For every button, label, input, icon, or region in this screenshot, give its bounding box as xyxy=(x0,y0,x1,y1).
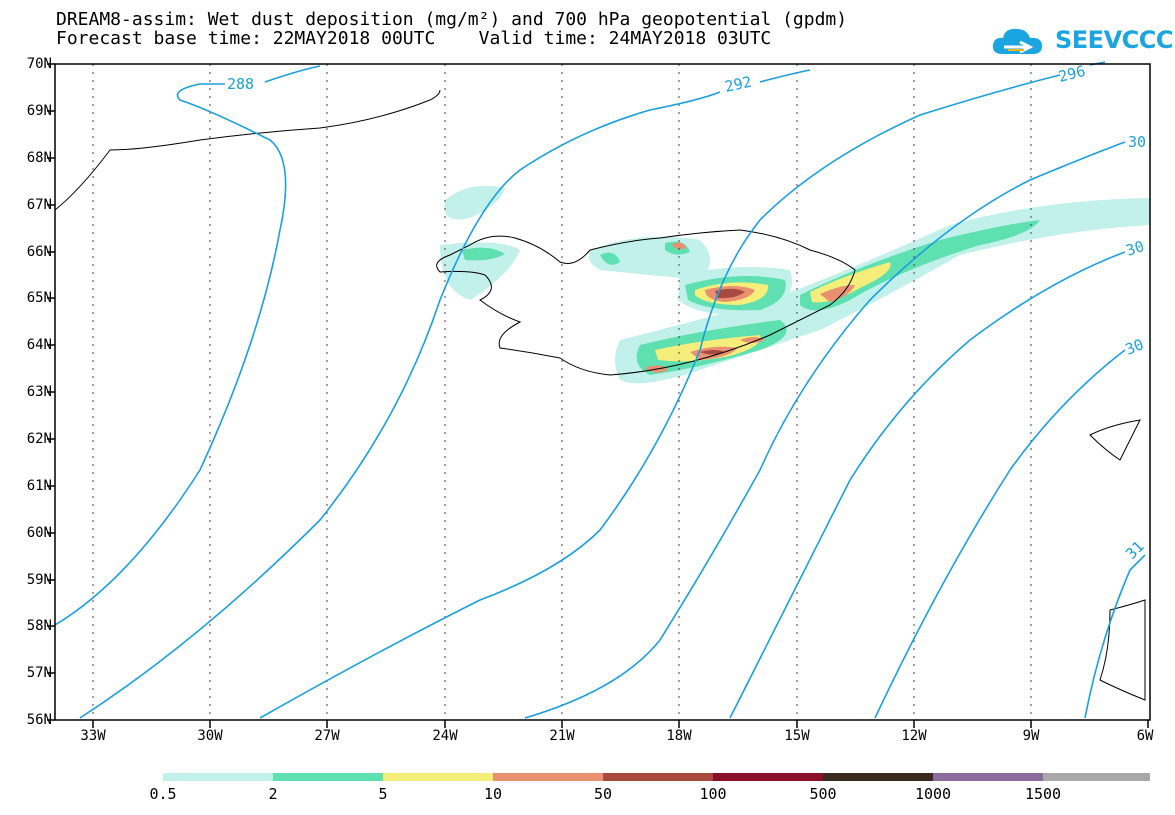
graticule xyxy=(92,64,1032,720)
colorbar-label: 1500 xyxy=(1024,785,1062,803)
contour-label-292: 292 xyxy=(723,73,753,96)
colorbar-segment xyxy=(823,773,933,781)
lat-label: 58N xyxy=(26,618,52,634)
colorbar-label: 5 xyxy=(378,785,388,803)
lat-label: 64N xyxy=(26,337,52,353)
lat-label: 56N xyxy=(26,712,52,728)
axis-ticks xyxy=(47,63,1149,728)
contour-label-30-c: 30 xyxy=(1123,335,1146,358)
lat-label: 70N xyxy=(26,56,52,72)
colorbar-segment xyxy=(603,773,713,781)
contour-label-30-b: 30 xyxy=(1124,237,1147,260)
lat-label: 65N xyxy=(26,290,52,306)
colorbar-segment xyxy=(273,773,383,781)
colorbar-segment xyxy=(383,773,493,781)
geopotential-contours xyxy=(54,61,1146,719)
contour-label-296: 296 xyxy=(1057,62,1088,86)
colorbar-segment xyxy=(1043,773,1150,781)
lon-label: 21W xyxy=(549,728,575,744)
colorbar-label: 10 xyxy=(483,785,503,803)
colorbar-segment xyxy=(713,773,823,781)
lon-label: 15W xyxy=(784,728,810,744)
lon-label: 27W xyxy=(314,728,340,744)
lat-label: 60N xyxy=(26,525,52,541)
lon-label: 9W xyxy=(1022,728,1040,744)
colorbar-segment xyxy=(933,773,1043,781)
colorbar-label: 100 xyxy=(699,785,727,803)
colorbar-label: 500 xyxy=(809,785,837,803)
lon-label: 24W xyxy=(432,728,458,744)
lat-label: 62N xyxy=(26,431,52,447)
contour-label-30-a: 30 xyxy=(1128,133,1146,151)
lat-label: 67N xyxy=(26,197,52,213)
lon-label: 18W xyxy=(666,728,692,744)
colorbar-segment xyxy=(163,773,273,781)
colorbar-label: 2 xyxy=(268,785,278,803)
colorbar-label: 50 xyxy=(593,785,613,803)
contour-label-288: 288 xyxy=(227,75,254,93)
colorbar-label: 0.5 xyxy=(149,785,177,803)
map-frame xyxy=(54,63,1151,721)
logo-text: SEEVCCC xyxy=(1055,26,1174,54)
lat-label: 59N xyxy=(26,572,52,588)
lon-label: 33W xyxy=(80,728,106,744)
contour-label-31: 31 xyxy=(1122,537,1148,563)
lon-label: 6W xyxy=(1136,728,1154,744)
dust-deposition-field xyxy=(440,185,1150,384)
lon-label: 12W xyxy=(901,728,927,744)
lon-label: 30W xyxy=(197,728,223,744)
lat-label: 57N xyxy=(26,665,52,681)
lat-label: 61N xyxy=(26,478,52,494)
lat-label: 69N xyxy=(26,103,52,119)
cloud-logo-icon xyxy=(992,28,1042,54)
colorbar-label: 1000 xyxy=(914,785,952,803)
lat-label: 68N xyxy=(26,150,52,166)
lat-label: 66N xyxy=(26,244,52,260)
map-title-line2: Forecast base time: 22MAY2018 00UTC Vali… xyxy=(56,28,772,49)
colorbar-segment xyxy=(493,773,603,781)
map-title-line1: DREAM8-assim: Wet dust deposition (mg/m²… xyxy=(56,9,848,30)
coastline xyxy=(54,89,1146,701)
lat-label: 63N xyxy=(26,384,52,400)
